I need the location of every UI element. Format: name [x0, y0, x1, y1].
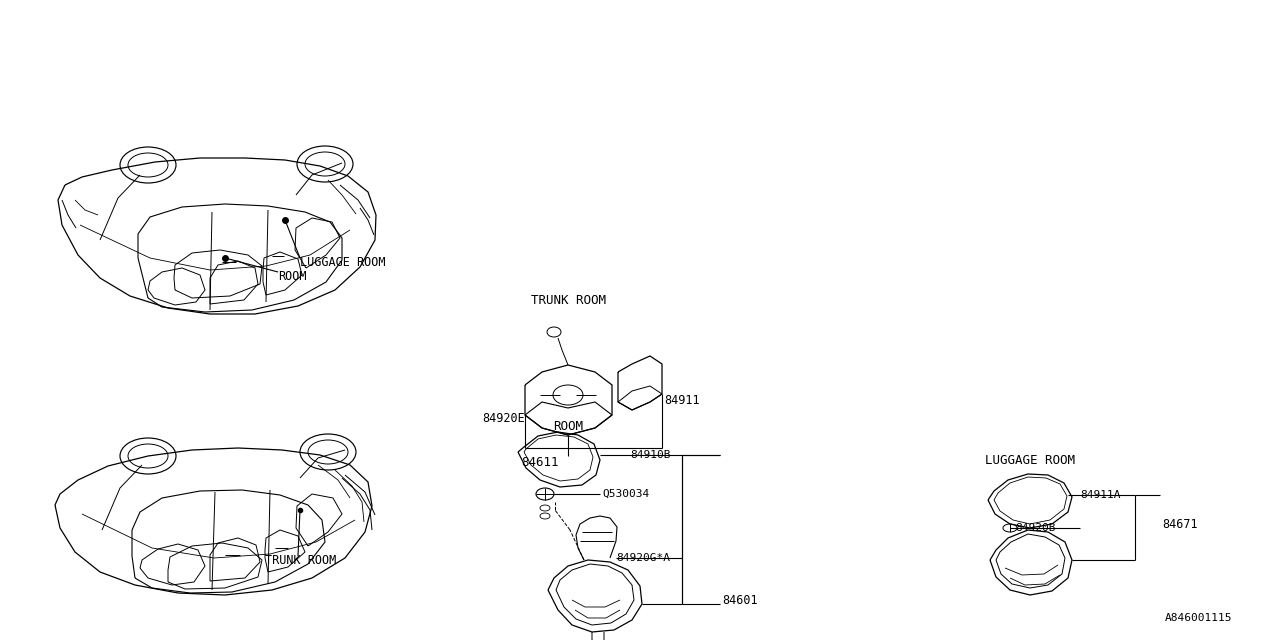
- Text: 84601: 84601: [722, 593, 758, 607]
- Text: Q530034: Q530034: [602, 489, 649, 499]
- Text: ROOM: ROOM: [553, 420, 582, 433]
- Text: A846001115: A846001115: [1165, 613, 1233, 623]
- Text: 84911A: 84911A: [1080, 490, 1120, 500]
- Text: 84611: 84611: [521, 456, 559, 468]
- Text: 84920G*A: 84920G*A: [616, 553, 669, 563]
- Text: 84920B: 84920B: [1015, 523, 1056, 533]
- Text: 84911: 84911: [664, 394, 700, 406]
- Text: TRUNK ROOM: TRUNK ROOM: [530, 294, 605, 307]
- Text: 84671: 84671: [1162, 518, 1198, 531]
- Text: LUGGAGE ROOM: LUGGAGE ROOM: [986, 454, 1075, 467]
- Text: ROOM: ROOM: [278, 269, 306, 282]
- Text: LUGGAGE ROOM: LUGGAGE ROOM: [300, 255, 385, 269]
- Text: TRUNK ROOM: TRUNK ROOM: [265, 554, 337, 566]
- Text: 84910B: 84910B: [630, 450, 671, 460]
- Text: 84920E: 84920E: [483, 412, 525, 424]
